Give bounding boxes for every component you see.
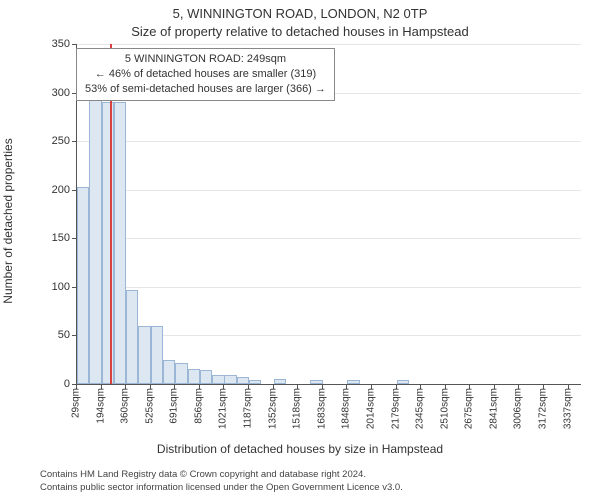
x-tick-label: 1021sqm	[218, 388, 229, 429]
x-tick-label: 1352sqm	[267, 388, 278, 429]
bar	[151, 326, 163, 384]
x-tick-label: 29sqm	[71, 388, 82, 418]
credits: Contains HM Land Registry data © Crown c…	[40, 469, 403, 494]
x-tick-label: 856sqm	[193, 388, 204, 424]
bar	[175, 363, 187, 384]
x-tick-label: 1848sqm	[341, 388, 352, 429]
y-tick-label: 100	[30, 281, 70, 293]
bar	[102, 102, 114, 384]
legend-line-2: ← 46% of detached houses are smaller (31…	[85, 67, 326, 82]
x-tick-label: 1683sqm	[316, 388, 327, 429]
x-axis-label: Distribution of detached houses by size …	[0, 442, 600, 456]
chart-container: 5, WINNINGTON ROAD, LONDON, N2 0TP Size …	[0, 0, 600, 500]
gridline	[77, 190, 581, 191]
y-tick-label: 50	[30, 329, 70, 341]
legend-line-3: 53% of semi-detached houses are larger (…	[85, 82, 326, 97]
bar	[224, 375, 236, 384]
x-tick-label: 3172sqm	[538, 388, 549, 429]
bar	[347, 380, 359, 384]
bar	[397, 380, 409, 384]
x-tick-label: 2510sqm	[439, 388, 450, 429]
gridline	[77, 44, 581, 45]
x-tick-label: 194sqm	[95, 388, 106, 424]
x-tick-label: 2345sqm	[415, 388, 426, 429]
y-tick-label: 250	[30, 135, 70, 147]
y-tick-label: 0	[30, 378, 70, 390]
bar	[237, 377, 249, 384]
bar	[163, 360, 175, 384]
bar	[188, 369, 200, 384]
bar	[249, 380, 261, 384]
gridline	[77, 238, 581, 239]
bar	[77, 187, 89, 384]
gridline	[77, 287, 581, 288]
title-line-1: 5, WINNINGTON ROAD, LONDON, N2 0TP	[0, 6, 600, 21]
y-tick-label: 200	[30, 184, 70, 196]
credits-line-1: Contains HM Land Registry data © Crown c…	[40, 469, 403, 481]
bar	[89, 77, 101, 384]
x-tick-label: 2675sqm	[464, 388, 475, 429]
gridline	[77, 141, 581, 142]
title-line-2: Size of property relative to detached ho…	[0, 24, 600, 39]
x-tick-label: 2179sqm	[390, 388, 401, 429]
x-tick-label: 2841sqm	[488, 388, 499, 429]
bar	[212, 375, 224, 384]
bar	[138, 326, 150, 384]
y-tick-label: 350	[30, 38, 70, 50]
legend-box: 5 WINNINGTON ROAD: 249sqm ← 46% of detac…	[76, 48, 335, 101]
credits-line-2: Contains public sector information licen…	[40, 482, 403, 494]
x-tick-label: 3006sqm	[513, 388, 524, 429]
y-axis-label: Number of detached properties	[1, 138, 15, 303]
bar	[126, 290, 138, 384]
x-tick-label: 3337sqm	[562, 388, 573, 429]
x-tick-label: 360sqm	[120, 388, 131, 424]
x-tick-label: 525sqm	[144, 388, 155, 424]
legend-line-1: 5 WINNINGTON ROAD: 249sqm	[85, 52, 326, 67]
y-tick-label: 300	[30, 87, 70, 99]
bar	[114, 102, 126, 384]
x-tick-label: 2014sqm	[366, 388, 377, 429]
y-tick-mark	[72, 44, 77, 45]
y-tick-label: 150	[30, 232, 70, 244]
y-tick-mark	[72, 141, 77, 142]
bar	[200, 370, 212, 384]
x-tick-label: 1187sqm	[243, 388, 254, 428]
x-tick-label: 691sqm	[169, 388, 180, 424]
bar	[274, 379, 286, 384]
x-tick-label: 1518sqm	[292, 388, 303, 429]
